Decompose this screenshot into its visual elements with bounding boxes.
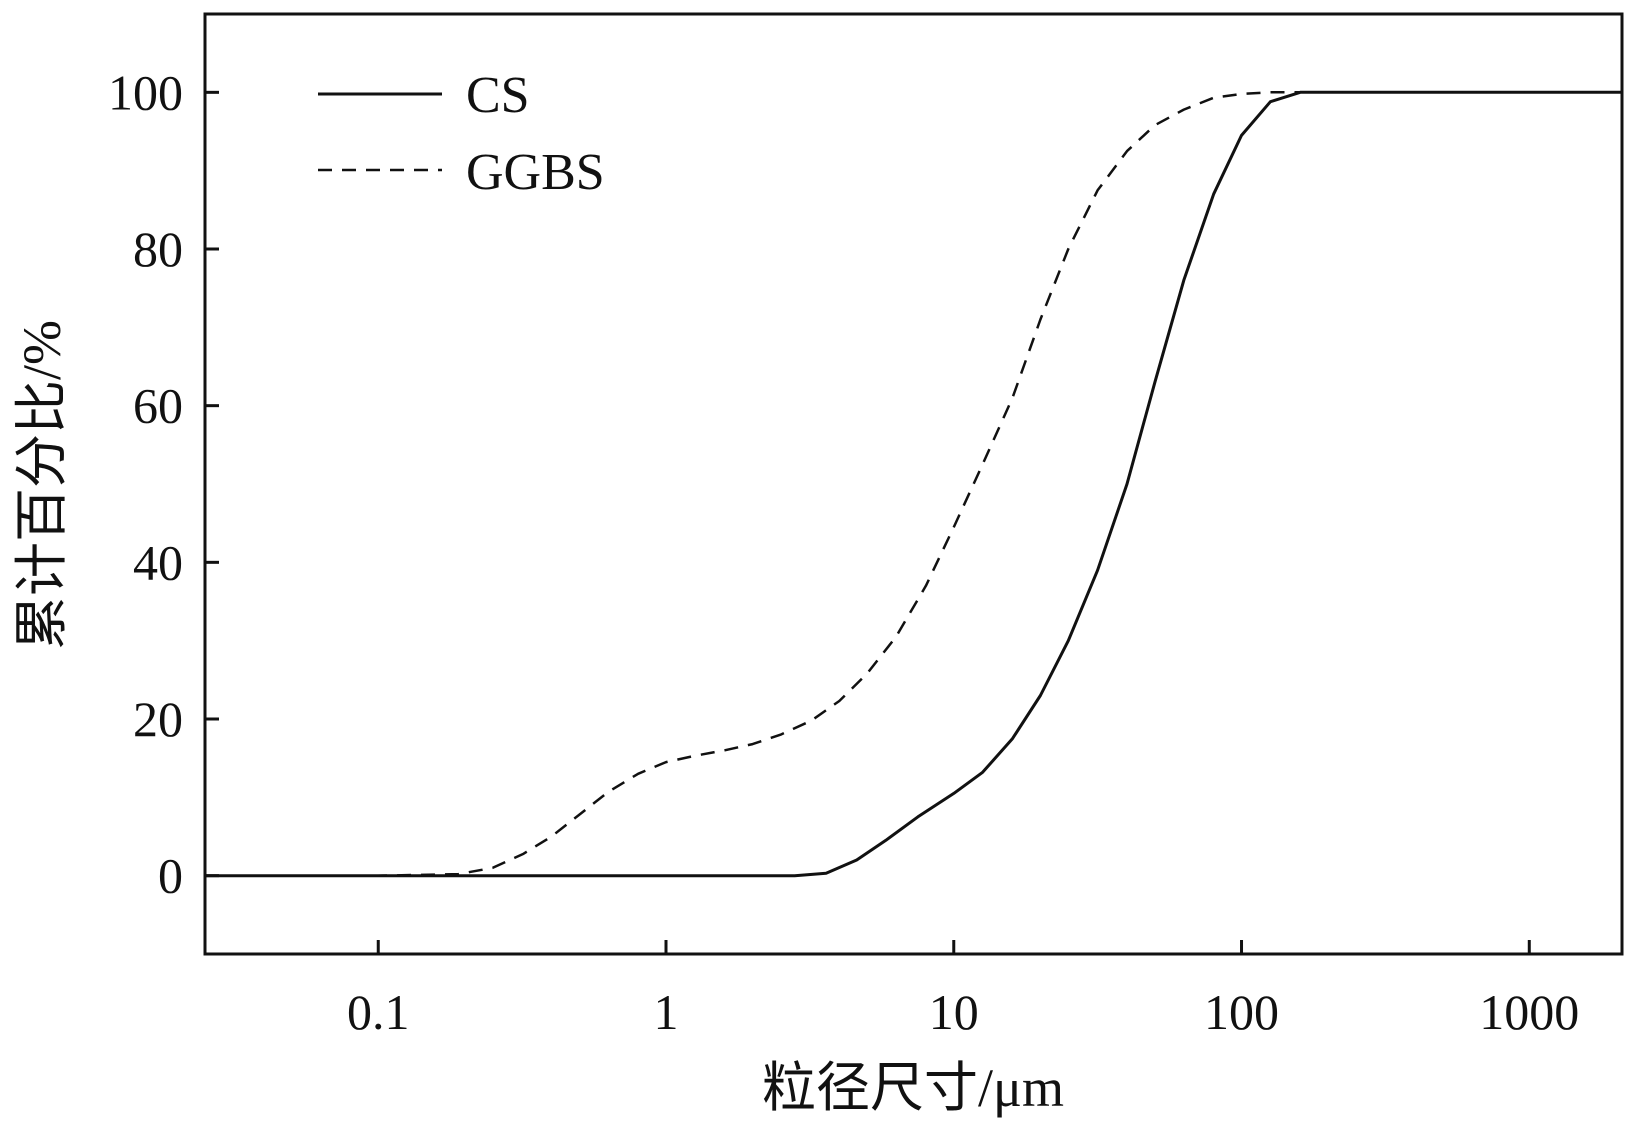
tick-marks bbox=[205, 90, 1531, 954]
x-tick-label: 1000 bbox=[1479, 984, 1579, 1040]
y-tick-label: 100 bbox=[108, 64, 183, 120]
series-layer bbox=[205, 90, 1622, 878]
x-tick-label: 10 bbox=[929, 984, 979, 1040]
y-tick-label: 40 bbox=[133, 534, 183, 590]
series-line-cs bbox=[205, 90, 1622, 878]
y-axis-title: 累计百分比/% bbox=[12, 320, 72, 650]
x-tick-label: 100 bbox=[1204, 984, 1279, 1040]
x-axis-title: 粒径尺寸/μm bbox=[762, 1058, 1064, 1118]
legend-label-cs: CS bbox=[466, 67, 530, 124]
legend: CS GGBS bbox=[318, 67, 605, 201]
x-tick-labels: 0.1 1 10 100 1000 bbox=[347, 984, 1579, 1040]
x-tick-label: 0.1 bbox=[347, 984, 410, 1040]
y-tick-label: 20 bbox=[133, 691, 183, 747]
y-tick-label: 80 bbox=[133, 221, 183, 277]
plot-frame bbox=[203, 12, 1624, 956]
series-line-ggbs bbox=[205, 91, 1622, 877]
y-tick-label: 60 bbox=[133, 378, 183, 434]
y-tick-labels: 0 20 40 60 80 100 bbox=[108, 64, 183, 903]
x-tick-label: 1 bbox=[654, 984, 679, 1040]
y-tick-label: 0 bbox=[158, 848, 183, 904]
legend-label-ggbs: GGBS bbox=[466, 144, 605, 201]
